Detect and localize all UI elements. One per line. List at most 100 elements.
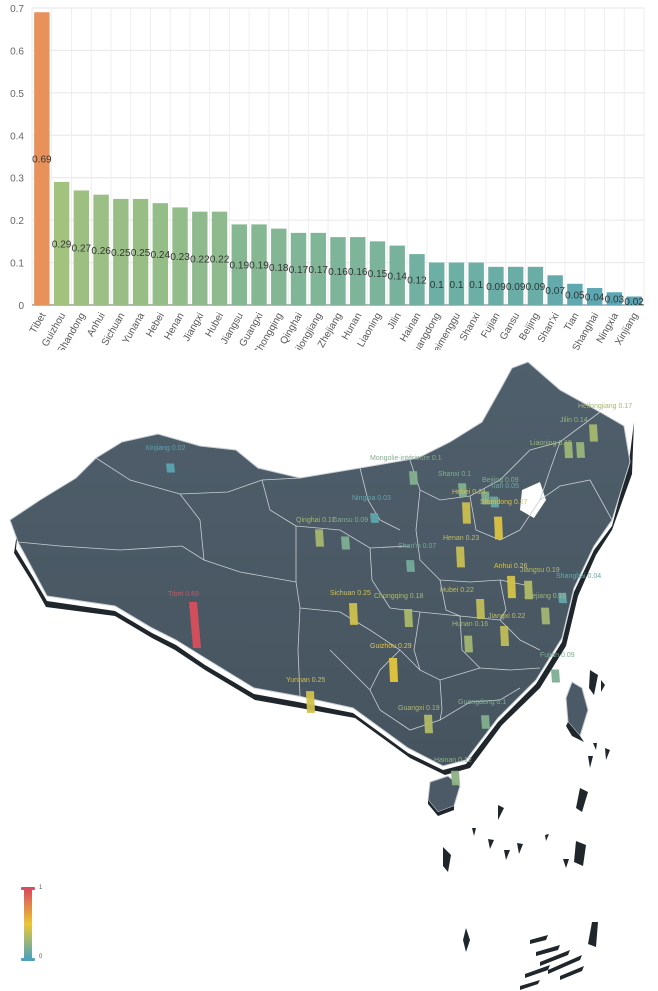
map-bar-beijing[interactable]	[481, 491, 490, 505]
map-label-shanxi: Shanxi 0.1	[438, 471, 471, 478]
bar-shanxi[interactable]	[547, 275, 563, 305]
map-bar-anhui[interactable]	[507, 575, 516, 599]
map-bar-hebei[interactable]	[462, 502, 471, 524]
map-land-mainland[interactable]	[9, 361, 631, 767]
map-bar-hubei[interactable]	[476, 598, 485, 620]
map-bar-jilin[interactable]	[576, 442, 585, 458]
bar-data-label: 0.17	[289, 265, 309, 276]
map-bar-hunan[interactable]	[464, 635, 473, 653]
map-bar-xinjiang[interactable]	[166, 463, 175, 473]
map-bar-zhejiang[interactable]	[541, 607, 550, 625]
map-bar-tibet[interactable]	[189, 602, 201, 648]
map-bar-liaoning[interactable]	[564, 441, 573, 459]
bar-hunan[interactable]	[350, 237, 366, 305]
bar-data-label: 0.12	[407, 276, 427, 287]
bar-yunana[interactable]	[132, 198, 149, 305]
bar-ningxia[interactable]	[606, 292, 623, 305]
bar-data-label: 0.07	[545, 286, 565, 297]
bar-data-label: 0.18	[269, 263, 289, 274]
bar-data-label: 0.1	[449, 280, 463, 291]
bar-data-label: 0.26	[91, 246, 111, 257]
china-map[interactable]: Heilongjiang 0.17 Jilin 0.14 Liaoning 0.15…	[0, 350, 658, 991]
map-label-anhui: Anhui 0.26	[494, 563, 528, 570]
bar-shanghai[interactable]	[586, 288, 603, 305]
x-tick-label: Tian	[562, 311, 581, 333]
bar-guangxi[interactable]	[251, 224, 267, 305]
bar-data-label: 0.1	[430, 280, 444, 291]
visual-map-min-handle[interactable]	[21, 958, 35, 961]
map-bar-tian[interactable]	[490, 496, 499, 508]
map-label-sichuan: Sichuan 0.25	[330, 590, 371, 597]
bar-data-label: 0.16	[348, 267, 368, 278]
map-bar-mongolieintrieure[interactable]	[409, 471, 418, 485]
bar-hubei[interactable]	[211, 211, 228, 305]
map-bar-fujian[interactable]	[551, 669, 560, 683]
bar-hebei[interactable]	[152, 203, 169, 305]
bar-data-label: 0.16	[328, 267, 348, 278]
map-label-guangxi: Guangxi 0.19	[398, 705, 440, 712]
bar-liaoning[interactable]	[369, 241, 386, 305]
bar-data-label: 0.25	[111, 248, 131, 259]
bar-beijing[interactable]	[527, 266, 544, 305]
bar-data-label: 0.02	[624, 297, 644, 308]
bar-heilongjiang[interactable]	[310, 232, 326, 305]
bar-shanxi[interactable]	[468, 262, 484, 305]
map-bar-shandong[interactable]	[494, 516, 503, 540]
bar-gansu[interactable]	[507, 266, 524, 305]
bar-series	[34, 12, 642, 305]
map-bar-yunnan[interactable]	[306, 691, 315, 713]
map-label-hubei: Hubei 0.22	[440, 587, 474, 594]
bar-data-label: 0.24	[151, 250, 171, 261]
map-bar-guangdong[interactable]	[481, 715, 490, 729]
bar-fujian[interactable]	[488, 266, 504, 305]
map-label-tibet: Tibet 0.69	[168, 591, 199, 598]
bar-anhui[interactable]	[93, 194, 109, 305]
map-label-shanghai: Shanghai 0.04	[556, 573, 601, 580]
bar-tibet[interactable]	[34, 12, 50, 305]
bar-jiangsu[interactable]	[231, 224, 247, 305]
bar-xinjiang[interactable]	[626, 296, 642, 305]
map-bar-guangxi[interactable]	[424, 714, 433, 734]
bar-jiangxi[interactable]	[192, 211, 208, 305]
map-bar-jiangsu[interactable]	[524, 580, 533, 600]
map-bar-gansu[interactable]	[341, 536, 350, 550]
map-bar-jiangxi[interactable]	[500, 625, 509, 647]
map-label-beijing: Beijing 0.09	[482, 477, 519, 484]
map-bar-guizhou[interactable]	[389, 658, 398, 682]
bar-guizhou[interactable]	[53, 181, 70, 305]
y-tick-label: 0.5	[10, 89, 24, 100]
map-bar-shanxi[interactable]	[458, 483, 467, 497]
map-bar-ningxia[interactable]	[370, 513, 379, 523]
map-bar-chongqing[interactable]	[404, 609, 413, 627]
map-bar-qinghai[interactable]	[315, 529, 324, 547]
map-label-liaoning: Liaoning 0.15	[530, 440, 572, 447]
bar-neimenggu[interactable]	[448, 262, 465, 305]
visual-map-max-handle[interactable]	[21, 887, 35, 890]
map-bar-shanghai[interactable]	[558, 592, 567, 604]
map-bar-henan[interactable]	[456, 546, 465, 568]
bar-shandong[interactable]	[73, 190, 90, 305]
bar-sichuan[interactable]	[113, 198, 129, 305]
map-bar-sichuan[interactable]	[349, 603, 358, 625]
map-label-yunnan: Yunnan 0.25	[286, 677, 325, 684]
map-bar-shanxi[interactable]	[406, 560, 415, 572]
bar-chongqing[interactable]	[271, 228, 287, 305]
bar-tian[interactable]	[567, 283, 583, 305]
bar-qinghai[interactable]	[290, 232, 307, 305]
bar-jilin[interactable]	[389, 245, 405, 305]
visual-map-legend[interactable]: 1 0	[18, 885, 48, 965]
x-tick-label: Tibet	[28, 311, 49, 336]
bar-henan[interactable]	[172, 207, 188, 305]
bar-hainan[interactable]	[409, 254, 425, 305]
bar-data-label: 0.15	[368, 269, 388, 280]
map-label-zhejiang: Zhejiang 0.16	[524, 593, 567, 600]
bar-data-labels: 0.690.29 0.27 0.26 0.25 0.25 0.24 0.23 0.22 0.22…	[32, 155, 644, 308]
map-label-ningxia: Ningxia 0.03	[352, 495, 391, 502]
bar-data-label: 0.09	[526, 282, 546, 293]
bar-guangdong[interactable]	[429, 262, 445, 305]
map-region-labels: Heilongjiang 0.17 Jilin 0.14 Liaoning 0.15…	[145, 403, 632, 764]
map-bar-hainan[interactable]	[451, 770, 460, 786]
bar-zhejiang[interactable]	[330, 237, 346, 305]
visual-map-gradient	[24, 890, 32, 958]
map-bar-heilongjiang[interactable]	[589, 424, 598, 442]
